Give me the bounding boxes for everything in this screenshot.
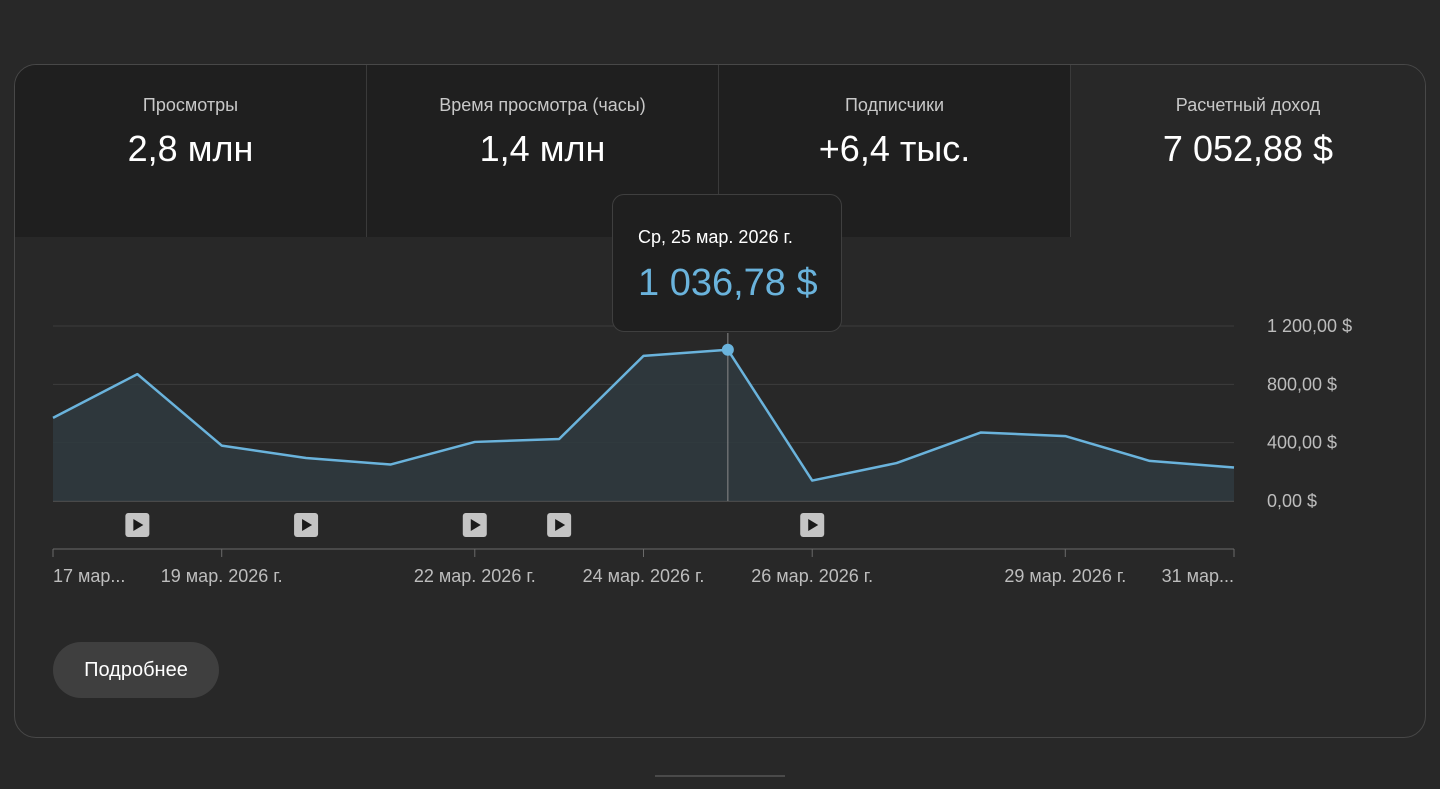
- video-marker-play-icon[interactable]: [462, 513, 487, 537]
- revenue-chart[interactable]: 0,00 $ 400,00 $ 800,00 $ 1 200,00 $ 17 мар..…: [15, 65, 1425, 625]
- x-tick-label: 17 мар...: [53, 566, 125, 586]
- y-tick-label: 400,00 $: [1267, 433, 1337, 453]
- tooltip-date: Ср, 25 мар. 2026 г.: [638, 227, 793, 247]
- metric-revenue-label: Расчетный доход: [1175, 95, 1321, 115]
- x-tick-label: 19 мар. 2026 г.: [161, 566, 283, 586]
- metric-views-label: Просмотры: [142, 95, 239, 115]
- metric-watch-time[interactable]: Время просмотра (часы) 1,4 млн: [367, 65, 719, 237]
- metric-subscribers-value: +6,4 тыс.: [818, 128, 971, 169]
- area-fill: [53, 349, 1234, 501]
- series-line: [52, 348, 1235, 482]
- x-tick-label: 22 мар. 2026 г.: [414, 566, 536, 586]
- metrics-row: Просмотры 2,8 млн Время просмотра (часы)…: [15, 65, 1425, 237]
- x-tick-label: 31 мар...: [1162, 566, 1234, 586]
- tooltip-value: 1 036,78 $: [638, 262, 818, 304]
- metric-revenue[interactable]: Расчетный доход 7 052,88 $: [1071, 65, 1425, 237]
- metric-watch-time-value: 1,4 млн: [479, 128, 606, 169]
- metric-views[interactable]: Просмотры 2,8 млн: [15, 65, 367, 237]
- x-tick-label: 29 мар. 2026 г.: [1004, 566, 1126, 586]
- x-tick-label: 24 мар. 2026 г.: [583, 566, 705, 586]
- video-marker-play-icon[interactable]: [125, 513, 150, 537]
- metric-watch-time-label: Время просмотра (часы): [439, 95, 646, 115]
- y-tick-label: 0,00 $: [1267, 491, 1317, 511]
- chart-tooltip: Ср, 25 мар. 2026 г. 1 036,78 $: [612, 194, 842, 332]
- bottom-sheet-handle[interactable]: [655, 775, 785, 777]
- video-marker-play-icon[interactable]: [547, 513, 572, 537]
- y-tick-label: 800,00 $: [1267, 374, 1337, 394]
- highlight-point: [721, 343, 734, 356]
- x-tick-label: 26 мар. 2026 г.: [751, 566, 873, 586]
- metric-views-value: 2,8 млн: [127, 128, 254, 169]
- analytics-card: Просмотры 2,8 млн Время просмотра (часы)…: [14, 64, 1426, 738]
- y-tick-label: 1 200,00 $: [1267, 316, 1352, 336]
- metric-revenue-value: 7 052,88 $: [1162, 128, 1334, 169]
- metric-subscribers-label: Подписчики: [844, 95, 945, 115]
- video-marker-play-icon[interactable]: [294, 513, 319, 537]
- more-details-button[interactable]: Подробнее: [53, 642, 219, 698]
- video-marker-play-icon[interactable]: [800, 513, 825, 537]
